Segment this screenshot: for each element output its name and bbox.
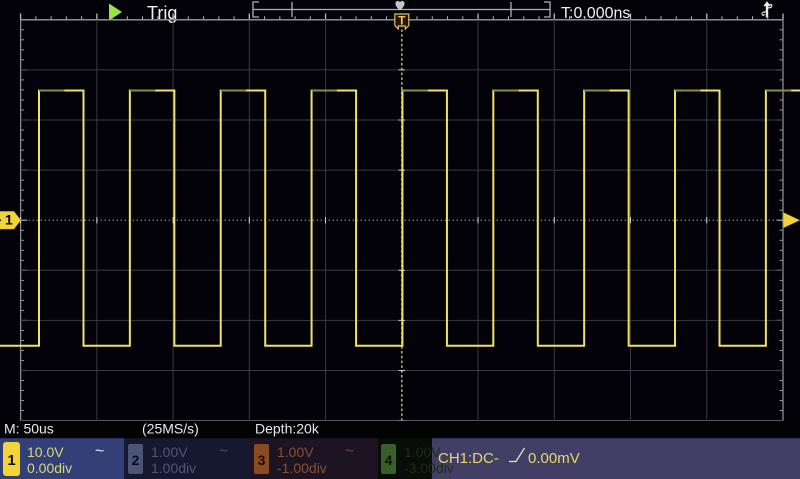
svg-text:~: ~ [345,443,354,460]
svg-text:M: 50us: M: 50us [4,421,54,437]
svg-text:-1.00div: -1.00div [277,460,327,476]
svg-text:10.0V: 10.0V [27,444,64,460]
svg-text:2: 2 [132,452,140,468]
svg-text:3: 3 [258,452,266,468]
svg-text:1.00V: 1.00V [277,444,314,460]
svg-text:4: 4 [385,452,393,468]
svg-text:1.00V: 1.00V [404,444,441,460]
svg-text:0.00mV: 0.00mV [528,450,580,467]
svg-text:CH1:DC-: CH1:DC- [438,450,499,467]
svg-text:~: ~ [219,443,228,460]
svg-text:1.00div: 1.00div [151,460,196,476]
svg-text:1.00V: 1.00V [151,444,188,460]
svg-text:Depth:20k: Depth:20k [255,421,320,437]
svg-text:1: 1 [7,452,15,469]
svg-text:~: ~ [95,443,104,460]
svg-text:(25MS/s): (25MS/s) [142,421,199,437]
svg-text:0.00div: 0.00div [27,460,72,476]
